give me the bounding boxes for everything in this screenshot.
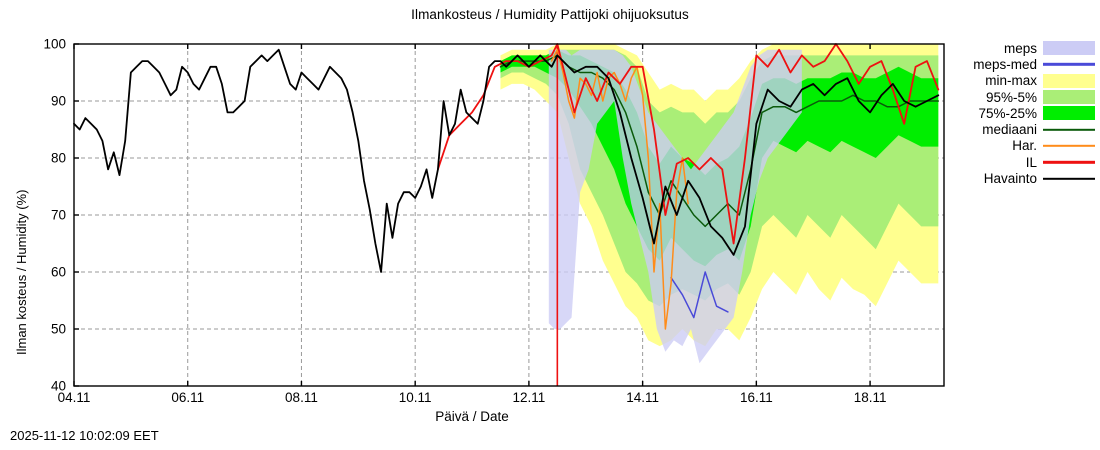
legend-item-il: IL [955,154,1095,170]
series-line-meps-med [670,271,729,319]
legend-swatch-line [1043,161,1095,164]
legend-swatch [1043,106,1095,121]
legend-label: min-max [985,73,1037,89]
y-tick-label: 40 [50,378,66,394]
y-tick-label: 90 [50,93,66,109]
legend-swatch-band [1043,73,1095,88]
chart-legend: meps meps-med min-max 95%-5% 75%-25% mediaani… [955,40,1095,187]
legend-swatch [1043,155,1095,169]
y-tick-label: 80 [50,150,66,166]
legend-item-min-max: min-max [955,73,1095,89]
legend-item-75-25-: 75%-25% [955,105,1095,121]
x-tick-label: 04.11 [57,390,91,405]
chart-title: Ilmankosteus / Humidity Pattijoki ohijuo… [411,7,689,22]
legend-swatch-line [1043,144,1095,148]
x-tick-label: 06.11 [171,390,205,405]
x-tick-label: 08.11 [285,390,318,405]
legend-item-meps: meps [955,40,1095,56]
legend-swatch [1043,123,1095,137]
legend-label: Har. [1012,138,1037,154]
legend-swatch-band [1043,106,1095,121]
x-tick-label: 12.11 [512,390,546,405]
legend-swatch [1043,73,1095,88]
legend-item-havainto: Havainto [955,170,1095,186]
series-line-IL [437,43,940,245]
x-tick-label: 14.11 [626,390,660,405]
y-tick-label: 50 [50,321,66,337]
legend-label: 95%-5% [985,89,1037,105]
legend-swatch-band [1043,90,1095,105]
legend-item-har-: Har. [955,138,1095,154]
legend-label: Havainto [983,171,1037,187]
legend-swatch-line [1043,63,1095,66]
legend-swatch-line [1043,177,1095,180]
y-tick-label: 70 [50,207,66,223]
legend-swatch-band [1043,41,1095,56]
series-line-Havainto [73,48,940,273]
legend-item-meps-med: meps-med [955,56,1095,72]
legend-swatch [1043,57,1095,71]
legend-item-95-5-: 95%-5% [955,89,1095,105]
x-tick-label: 10.11 [398,390,432,405]
legend-label: meps [1003,40,1037,56]
legend-label: mediaani [982,122,1037,138]
legend-label: 75%-25% [978,105,1037,121]
x-axis-label: Päivä / Date [435,409,509,424]
legend-item-mediaani: mediaani [955,121,1095,137]
legend-label: meps-med [973,56,1037,72]
legend-swatch [1043,41,1095,56]
x-tick-label: 16.11 [739,390,773,405]
generation-timestamp: 2025-11-12 10:02:09 EET [10,428,159,443]
legend-swatch [1043,139,1095,153]
y-tick-label: 100 [43,36,66,52]
series-line-mediaani [499,54,940,228]
y-tick-label: 60 [50,264,66,280]
legend-swatch [1043,90,1095,105]
x-tick-label: 18.11 [853,390,887,405]
legend-label: IL [1025,154,1037,170]
legend-swatch [1043,172,1095,186]
legend-swatch-line [1043,128,1095,131]
